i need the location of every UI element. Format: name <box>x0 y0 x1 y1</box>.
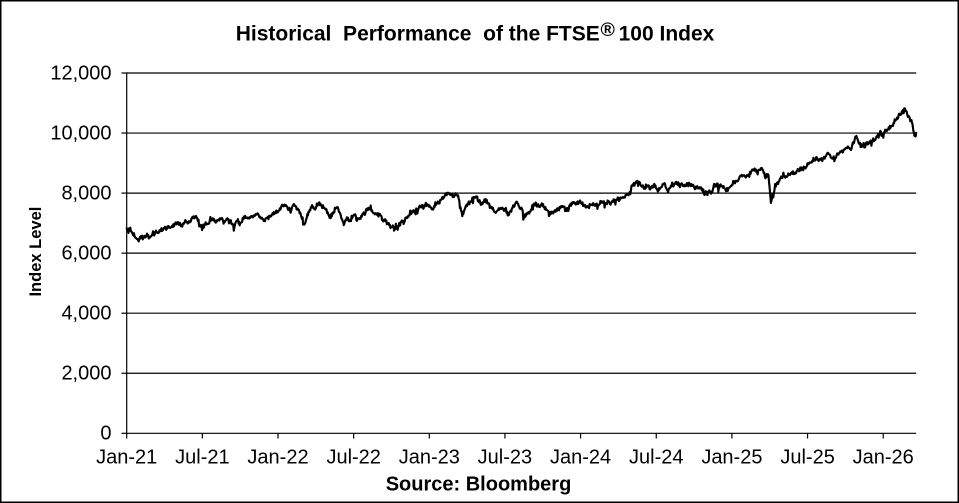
svg-text:®: ® <box>601 19 616 41</box>
svg-text:Jan-25: Jan-25 <box>701 447 762 469</box>
svg-text:Jul-23: Jul-23 <box>478 447 532 469</box>
svg-text:Index Level: Index Level <box>27 207 45 297</box>
svg-text:2,000: 2,000 <box>61 363 111 385</box>
svg-text:Jan-22: Jan-22 <box>247 447 308 469</box>
svg-text:Jul-21: Jul-21 <box>175 447 229 469</box>
svg-text:12,000: 12,000 <box>50 62 111 84</box>
svg-text:Jul-22: Jul-22 <box>326 447 380 469</box>
svg-text:Source: Bloomberg: Source: Bloomberg <box>386 473 572 495</box>
svg-text:Jul-24: Jul-24 <box>629 447 683 469</box>
svg-text:6,000: 6,000 <box>61 243 111 265</box>
svg-text:10,000: 10,000 <box>50 123 111 145</box>
svg-text:Jan-26: Jan-26 <box>853 447 914 469</box>
svg-text:100 Index: 100 Index <box>613 23 715 46</box>
svg-text:Jan-24: Jan-24 <box>550 447 611 469</box>
svg-text:Jul-25: Jul-25 <box>780 447 834 469</box>
svg-text:4,000: 4,000 <box>61 303 111 325</box>
svg-text:8,000: 8,000 <box>61 183 111 205</box>
svg-text:Historical Performance of th: Historical Performance of the FTSE <box>236 23 600 46</box>
svg-text:Jan-23: Jan-23 <box>399 447 460 469</box>
svg-text:0: 0 <box>100 423 111 445</box>
svg-text:Jan-21: Jan-21 <box>96 447 157 469</box>
